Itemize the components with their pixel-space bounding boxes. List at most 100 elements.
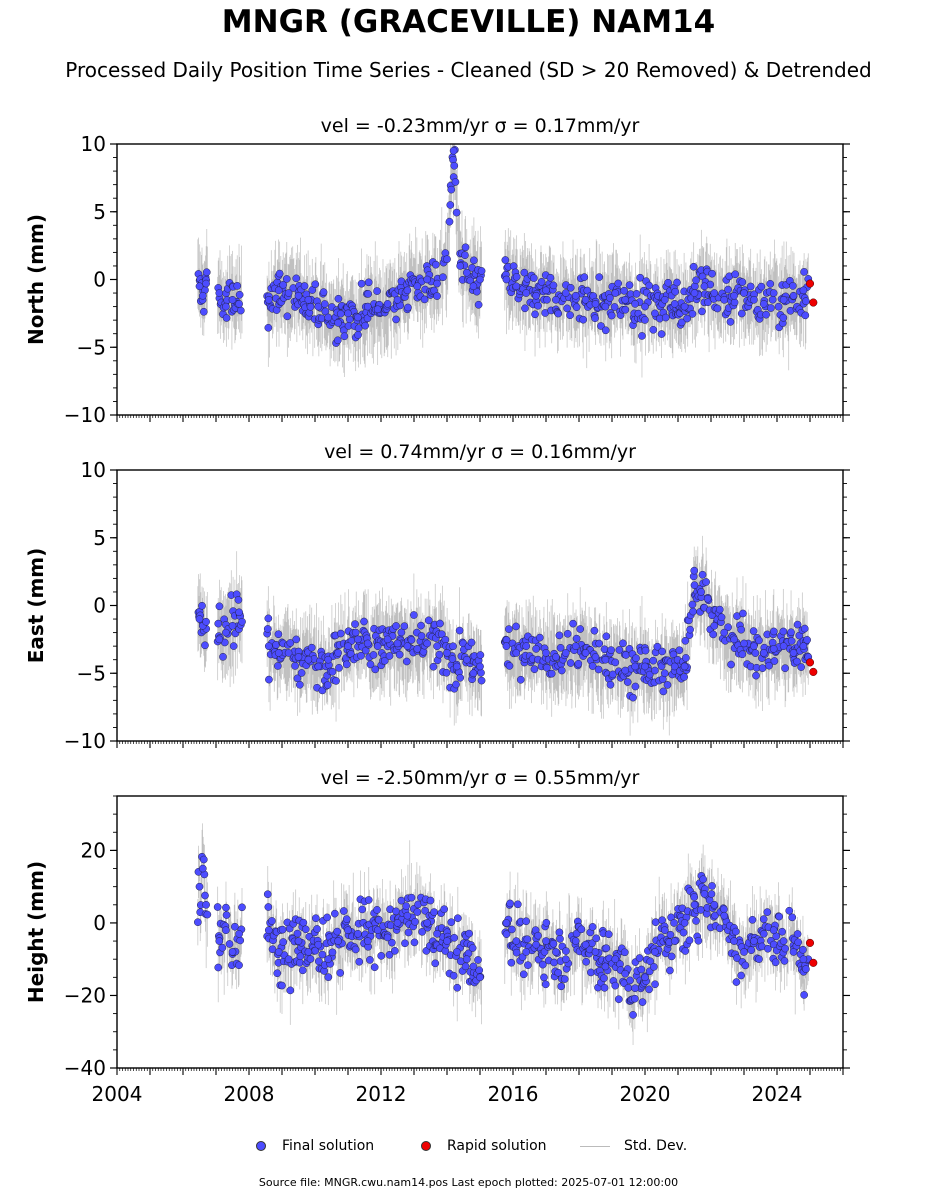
final-solution-point xyxy=(324,655,333,664)
final-solution-point xyxy=(393,639,402,648)
final-solution-point xyxy=(282,275,291,283)
final-solution-point xyxy=(304,655,313,664)
final-solution-point xyxy=(663,681,672,689)
final-solution-point xyxy=(801,311,810,320)
axes-frame xyxy=(116,469,844,742)
final-solution-point xyxy=(607,646,615,654)
final-solution-point xyxy=(591,653,600,661)
final-solution-point xyxy=(324,973,333,981)
final-solution-point xyxy=(532,645,540,653)
final-solution-point xyxy=(591,300,600,308)
final-solution-point xyxy=(351,628,360,637)
final-solution-point xyxy=(730,298,739,307)
final-solution-point xyxy=(519,970,528,979)
final-solution-point xyxy=(682,654,690,662)
final-solution-point xyxy=(769,627,778,636)
final-solution-point xyxy=(535,633,544,642)
final-solution-point xyxy=(631,682,640,691)
final-solution-point xyxy=(292,635,301,644)
final-solution-point xyxy=(601,302,610,311)
final-solution-point xyxy=(537,278,546,286)
final-solution-point xyxy=(275,269,284,278)
final-solution-point xyxy=(433,292,441,300)
final-solution-point xyxy=(443,649,451,657)
final-solution-point xyxy=(314,662,323,671)
final-solution-point xyxy=(335,664,343,672)
final-solution-point xyxy=(411,917,419,926)
final-solution-point xyxy=(314,302,323,311)
final-solution-point xyxy=(371,665,380,674)
final-solution-point xyxy=(799,642,808,651)
final-solution-point xyxy=(426,896,435,905)
final-solution-point xyxy=(436,619,444,628)
final-solution-point xyxy=(334,649,342,657)
final-solution-point xyxy=(621,305,630,314)
final-solution-point xyxy=(770,657,779,665)
final-solution-point xyxy=(364,290,372,298)
final-solution-point xyxy=(235,300,243,308)
final-solution-point xyxy=(708,269,716,278)
final-solution-point xyxy=(283,312,292,321)
final-solution-point xyxy=(523,935,532,944)
final-solution-point xyxy=(286,986,295,995)
final-solution-point xyxy=(546,273,555,282)
final-solution-point xyxy=(755,636,763,645)
panel-3: vel = -2.50mm/yr σ = 0.55mm/yr Height (mm… xyxy=(24,767,850,1106)
chart-subtitle: Processed Daily Position Time Series - C… xyxy=(65,58,872,82)
final-solution-point xyxy=(530,274,538,282)
final-solution-point xyxy=(453,983,462,992)
final-solution-point xyxy=(731,270,740,279)
final-solution-point xyxy=(563,304,571,313)
final-solution-point xyxy=(400,622,409,631)
final-solution-point xyxy=(581,649,590,657)
final-solution-point xyxy=(334,319,342,327)
final-solution-point xyxy=(540,973,548,982)
final-solution-point xyxy=(279,938,288,946)
final-solution-point xyxy=(404,928,413,937)
final-solution-point xyxy=(688,310,697,318)
final-solution-point xyxy=(331,909,339,918)
final-solution-point xyxy=(522,642,531,651)
final-solution-point xyxy=(698,570,707,579)
final-solution-point xyxy=(403,286,412,295)
final-solution-point xyxy=(505,662,514,670)
final-solution-point xyxy=(789,291,798,300)
final-solution-point xyxy=(595,273,604,281)
final-solution-point xyxy=(450,933,459,942)
final-solution-point xyxy=(521,304,529,313)
final-solution-point xyxy=(530,665,539,674)
final-solution-point xyxy=(202,279,210,288)
final-solution-point xyxy=(571,291,580,300)
final-solution-point xyxy=(501,256,510,264)
final-solution-point xyxy=(404,303,412,312)
final-solution-point xyxy=(228,621,237,630)
final-solution-point xyxy=(502,642,511,651)
y-tick-label: 10 xyxy=(81,132,106,156)
final-solution-point xyxy=(361,321,370,330)
final-solution-point xyxy=(393,295,402,304)
final-solution-point xyxy=(342,915,351,924)
final-solution-point xyxy=(802,297,810,306)
final-solution-point xyxy=(364,896,373,904)
final-solution-point xyxy=(462,655,471,664)
final-solution-point xyxy=(476,662,484,671)
final-solution-point xyxy=(328,667,337,676)
final-solution-point xyxy=(452,208,461,217)
final-solution-point xyxy=(803,636,811,644)
final-solution-point xyxy=(623,678,632,686)
final-solution-point xyxy=(574,659,583,668)
final-solution-point xyxy=(653,642,662,651)
final-solution-point xyxy=(278,981,286,990)
final-solution-point xyxy=(631,300,639,308)
final-solution-point xyxy=(474,300,483,309)
final-solution-point xyxy=(549,281,558,290)
final-solution-point xyxy=(198,601,206,610)
final-solution-point xyxy=(702,578,710,586)
final-solution-point xyxy=(720,295,729,304)
final-solution-point xyxy=(194,918,202,927)
final-solution-point xyxy=(339,907,348,915)
final-solution-point xyxy=(264,323,273,332)
final-solution-point xyxy=(554,309,563,318)
final-solution-point xyxy=(594,665,603,674)
